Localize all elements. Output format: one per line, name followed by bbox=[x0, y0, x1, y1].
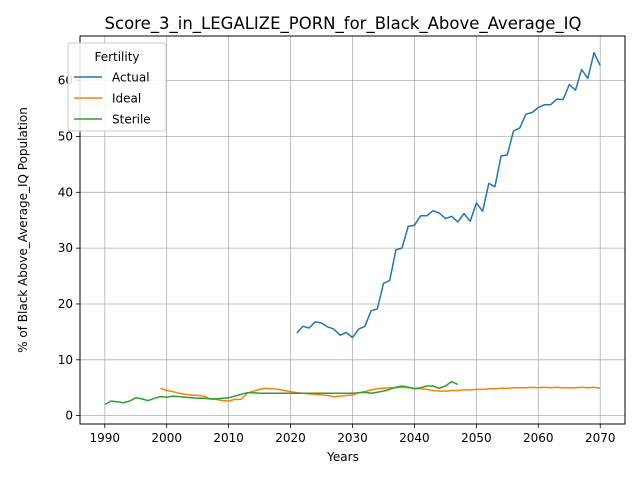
grid-lines bbox=[80, 36, 625, 424]
x-tick-label: 2020 bbox=[275, 431, 306, 445]
chart-title: Score_3_in_LEGALIZE_PORN_for_Black_Above… bbox=[105, 14, 582, 34]
y-tick-label: 20 bbox=[58, 297, 73, 311]
x-tick-label: 2050 bbox=[461, 431, 492, 445]
y-tick-label: 40 bbox=[58, 185, 73, 199]
series-line-sterile bbox=[104, 380, 459, 406]
x-tick-label: 1990 bbox=[89, 431, 120, 445]
y-tick-label: 10 bbox=[58, 353, 73, 367]
legend-title: Fertility bbox=[94, 50, 139, 64]
series-line-actual bbox=[296, 51, 601, 339]
series-line-ideal bbox=[160, 386, 601, 402]
series-group bbox=[104, 51, 601, 406]
x-axis: 1990 2000 2010 2020 2030 2040 2050 2060 2070 bbox=[89, 424, 616, 445]
y-tick-label: 0 bbox=[65, 409, 73, 423]
x-axis-label: Years bbox=[326, 450, 359, 464]
legend: Fertility Actual Ideal Sterile bbox=[67, 42, 167, 132]
x-tick-label: 2060 bbox=[523, 431, 554, 445]
legend-box bbox=[67, 42, 167, 132]
x-tick-label: 2040 bbox=[399, 431, 430, 445]
legend-label-ideal: Ideal bbox=[112, 92, 141, 106]
legend-label-sterile: Sterile bbox=[112, 113, 151, 127]
x-tick-label: 2070 bbox=[585, 431, 616, 445]
legend-label-actual: Actual bbox=[112, 71, 150, 85]
y-tick-label: 50 bbox=[58, 129, 73, 143]
x-tick-label: 2030 bbox=[337, 431, 368, 445]
x-tick-label: 2000 bbox=[151, 431, 182, 445]
x-tick-label: 2010 bbox=[213, 431, 244, 445]
y-tick-label: 30 bbox=[58, 241, 73, 255]
y-axis-label: % of Black Above_Average_IQ Population bbox=[16, 107, 30, 353]
